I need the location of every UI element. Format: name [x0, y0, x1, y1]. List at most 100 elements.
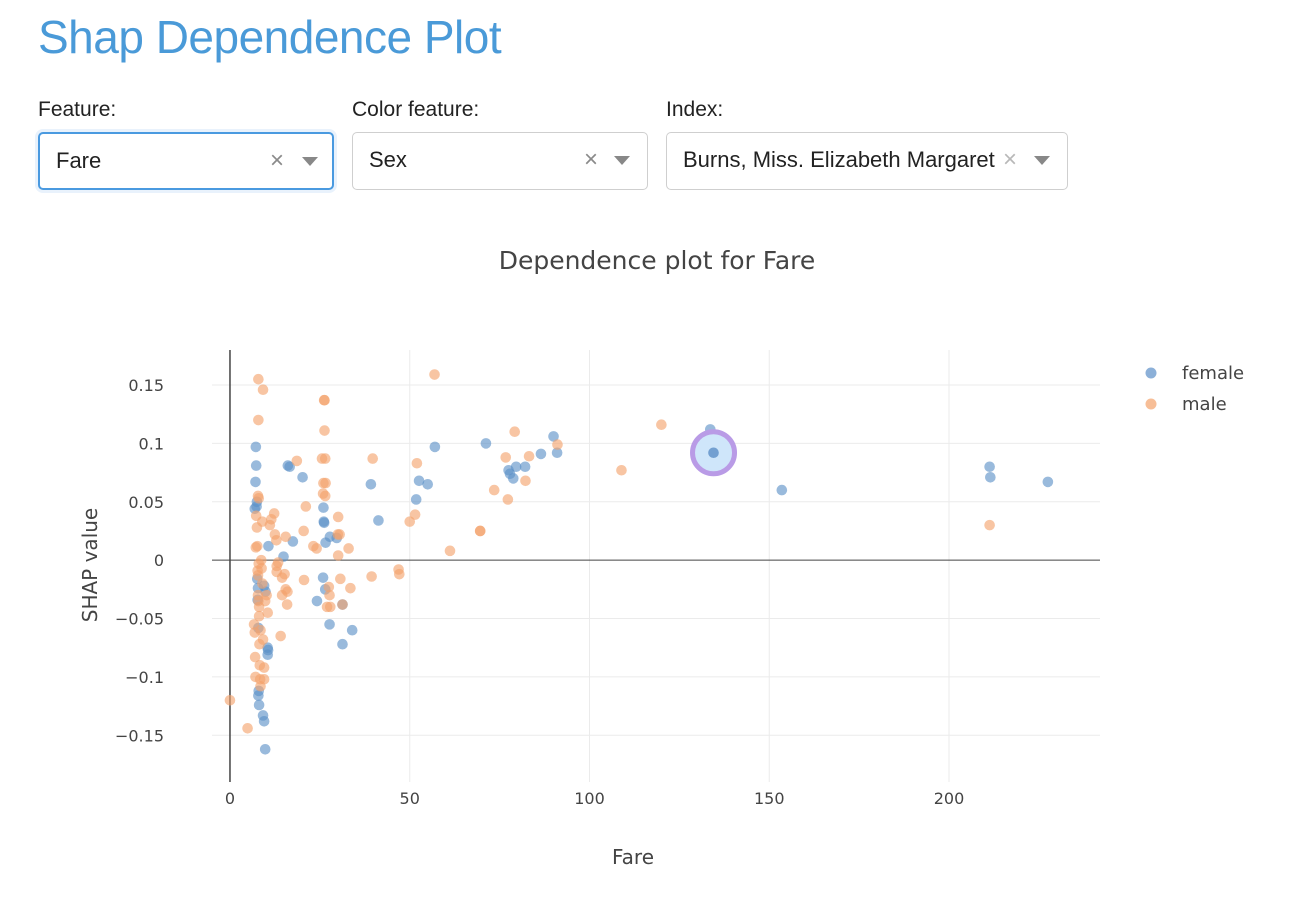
scatter-point-male[interactable]	[298, 574, 310, 586]
scatter-point-female[interactable]	[337, 638, 348, 650]
chevron-down-icon[interactable]	[1034, 156, 1050, 165]
legend-label-female[interactable]: female	[1182, 363, 1244, 384]
scatter-point-male[interactable]	[253, 414, 264, 426]
scatter-point-male[interactable]	[279, 568, 290, 580]
legend-marker-female[interactable]	[1145, 367, 1157, 379]
legend-marker-male[interactable]	[1145, 398, 1157, 410]
scatter-point-male[interactable]	[257, 634, 269, 645]
scatter-point-female[interactable]	[373, 515, 384, 526]
scatter-point-male[interactable]	[311, 543, 322, 554]
scatter-point-male[interactable]	[255, 624, 266, 636]
scatter-point-female[interactable]	[317, 572, 329, 583]
scatter-point-male[interactable]	[271, 535, 282, 546]
scatter-point-male[interactable]	[257, 578, 268, 589]
scatter-point-male[interactable]	[253, 373, 264, 385]
scatter-point-female[interactable]	[263, 540, 274, 552]
chevron-down-icon[interactable]	[302, 157, 318, 166]
scatter-point-male[interactable]	[656, 419, 667, 431]
scatter-point-male[interactable]	[520, 475, 531, 487]
scatter-point-male[interactable]	[298, 525, 309, 537]
scatter-point-female[interactable]	[429, 441, 441, 453]
scatter-point-male[interactable]	[282, 586, 293, 597]
scatter-point-male[interactable]	[500, 452, 512, 463]
scatter-point-female[interactable]	[324, 619, 335, 630]
chevron-down-icon[interactable]	[614, 156, 630, 165]
scatter-point-male[interactable]	[261, 589, 272, 601]
scatter-point-female[interactable]	[250, 460, 262, 471]
scatter-point-male[interactable]	[409, 509, 421, 520]
scatter-point-female[interactable]	[318, 517, 330, 529]
scatter-point-male[interactable]	[319, 490, 331, 502]
scatter-point-female[interactable]	[984, 461, 995, 473]
scatter-point-male[interactable]	[474, 525, 486, 537]
scatter-point-female[interactable]	[985, 471, 996, 483]
scatter-point-female[interactable]	[422, 478, 434, 490]
scatter-point-male[interactable]	[488, 484, 500, 496]
scatter-point-female[interactable]	[250, 441, 262, 453]
scatter-point-female[interactable]	[548, 431, 559, 442]
clear-icon[interactable]: ×	[270, 147, 285, 174]
clear-icon[interactable]: ×	[1003, 146, 1018, 173]
scatter-point-female[interactable]	[519, 461, 531, 473]
scatter-point-female[interactable]	[413, 475, 425, 487]
scatter-point-male[interactable]	[323, 581, 335, 593]
scatter-point-male[interactable]	[429, 369, 440, 380]
scatter-point-female[interactable]	[346, 624, 358, 636]
scatter-point-female[interactable]	[480, 438, 492, 449]
scatter-point-male[interactable]	[268, 508, 280, 519]
scatter-point-male[interactable]	[343, 543, 354, 554]
scatter-point-male[interactable]	[366, 571, 377, 582]
scatter-point-male[interactable]	[444, 545, 456, 557]
scatter-point-male[interactable]	[251, 540, 263, 552]
scatter-point-male[interactable]	[394, 568, 405, 580]
scatter-point-male[interactable]	[324, 601, 336, 613]
scatter-point-female[interactable]	[262, 649, 274, 661]
scatter-point-male[interactable]	[335, 573, 346, 585]
scatter-point-male[interactable]	[256, 563, 267, 574]
scatter-point-female[interactable]	[253, 690, 264, 701]
scatter-point-male[interactable]	[319, 425, 330, 436]
scatter-point-male[interactable]	[319, 394, 330, 406]
scatter-point-male[interactable]	[332, 511, 344, 523]
scatter-point-female[interactable]	[535, 448, 547, 460]
scatter-point-female[interactable]	[318, 502, 329, 513]
scatter-point-female[interactable]	[258, 715, 270, 727]
color-feature-select[interactable]: Sex ×	[352, 132, 648, 190]
scatter-point-male[interactable]	[324, 589, 335, 601]
scatter-point-female[interactable]	[297, 471, 308, 483]
scatter-point-male[interactable]	[616, 464, 627, 476]
scatter-point-female[interactable]	[1042, 476, 1054, 488]
scatter-point-male[interactable]	[258, 673, 270, 685]
scatter-point-male[interactable]	[258, 662, 270, 673]
scatter-point-male[interactable]	[280, 531, 292, 543]
scatter-point-female[interactable]	[251, 501, 262, 512]
scatter-point-male[interactable]	[334, 529, 345, 540]
scatter-point-male[interactable]	[367, 453, 379, 464]
scatter-point-male[interactable]	[337, 599, 348, 610]
scatter-point-male[interactable]	[984, 519, 995, 531]
legend-label-male[interactable]: male	[1182, 394, 1227, 415]
highlight-point[interactable]	[708, 447, 719, 459]
scatter-point-female[interactable]	[510, 461, 522, 473]
scatter-point-male[interactable]	[272, 557, 284, 568]
scatter-point-male[interactable]	[552, 439, 563, 450]
scatter-point-male[interactable]	[253, 610, 265, 622]
scatter-point-male[interactable]	[242, 722, 253, 734]
scatter-point-female[interactable]	[365, 478, 377, 490]
clear-icon[interactable]: ×	[584, 146, 599, 173]
scatter-point-female[interactable]	[253, 699, 265, 711]
scatter-point-female[interactable]	[250, 476, 261, 488]
scatter-point-male[interactable]	[255, 554, 267, 566]
scatter-point-female[interactable]	[507, 473, 519, 484]
scatter-point-male[interactable]	[411, 457, 423, 469]
scatter-point-male[interactable]	[300, 501, 312, 512]
scatter-point-female[interactable]	[776, 484, 788, 496]
scatter-point-male[interactable]	[319, 453, 331, 464]
scatter-point-male[interactable]	[262, 607, 274, 619]
scatter-point-male[interactable]	[320, 477, 331, 489]
scatter-point-male[interactable]	[275, 630, 286, 642]
index-select[interactable]: Burns, Miss. Elizabeth Margaret ×	[666, 132, 1068, 190]
scatter-point-female[interactable]	[284, 461, 295, 473]
scatter-point-male[interactable]	[502, 494, 514, 505]
scatter-point-male[interactable]	[509, 426, 521, 438]
